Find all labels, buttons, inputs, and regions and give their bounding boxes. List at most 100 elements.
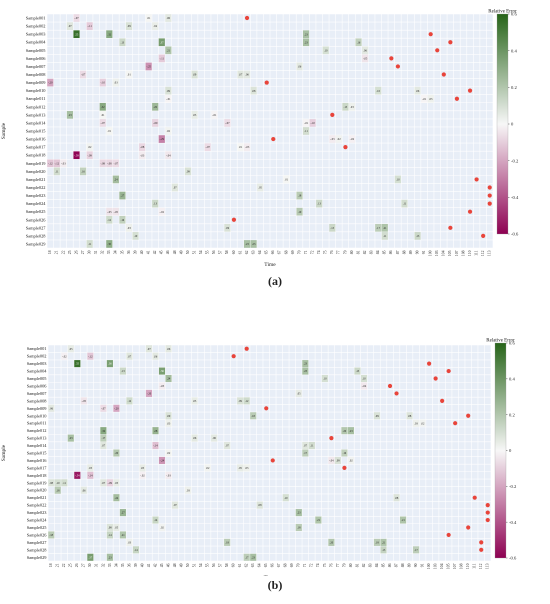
heatmap-a-cell-label: -.07 xyxy=(114,162,119,165)
heatmap-b-cell xyxy=(295,509,302,517)
heatmap-b-x-tick: 107 xyxy=(453,563,457,569)
heatmap-a-cell xyxy=(362,54,369,63)
heatmap-a-row-label: Sample001 xyxy=(26,16,46,21)
heatmap-b-outlier-marker xyxy=(453,421,458,426)
heatmap-b-cell xyxy=(48,531,55,539)
heatmap-b-cell-label: .02 xyxy=(167,452,171,455)
heatmap-a-cell xyxy=(106,30,113,39)
heatmap-a-cell xyxy=(165,127,172,135)
heatmap-b-cell xyxy=(113,523,120,532)
heatmap-a-cell-label: -.29 xyxy=(160,138,165,141)
heatmap-a-outlier-marker xyxy=(448,40,453,45)
heatmap-a-row-label: Sample011 xyxy=(26,96,46,101)
heatmap-b-cell xyxy=(87,464,94,472)
heatmap-a-cell-label: .13 xyxy=(153,203,157,206)
heatmap-a-cell xyxy=(112,78,119,87)
heatmap-b-cell-label: .07 xyxy=(225,445,229,448)
heatmap-b-x-tick: 72 xyxy=(310,563,314,567)
heatmap-a-row-label: Sample002 xyxy=(26,24,46,29)
heatmap-a-cell xyxy=(243,143,251,151)
heatmap-b-cell xyxy=(393,494,400,502)
heatmap-b-cell-label: .27 xyxy=(121,512,125,515)
heatmap-a-outlier-marker xyxy=(395,64,400,69)
heatmap-b-colorbar-tick-label: 0 xyxy=(509,448,512,453)
heatmap-a-row-label: Sample022 xyxy=(26,185,46,190)
heatmap-a-x-tick: 45 xyxy=(160,250,164,254)
heatmap-b-x-tick: 21 xyxy=(56,563,60,567)
heatmap-b-row-label: Sample026 xyxy=(27,532,48,537)
heatmap-b-cell xyxy=(341,449,348,457)
heatmap-b-cell-label: .07 xyxy=(102,482,106,485)
heatmap-b-row-label: Sample014 xyxy=(27,443,48,448)
heatmap-b-cell xyxy=(185,486,192,494)
heatmap-a-outlier-marker xyxy=(487,185,492,190)
heatmap-a-cell-label: .30 xyxy=(108,243,112,246)
heatmap-b-cell-label: .02 xyxy=(349,460,353,463)
heatmap-a-cell xyxy=(427,94,434,103)
heatmap-a-cell-label: .13 xyxy=(331,227,335,230)
heatmap-b-cell xyxy=(158,382,166,390)
heatmap-b-cell xyxy=(152,427,159,435)
heatmap-a-x-tick: 113 xyxy=(488,250,492,256)
heatmap-b-cell-label: .18 xyxy=(375,541,379,544)
heatmap-b-x-tick: 27 xyxy=(82,563,86,567)
heatmap-a-x-tick: 100 xyxy=(429,250,433,256)
heatmap-a-cell-label: .12 xyxy=(108,219,112,222)
heatmap-a-cell xyxy=(86,240,93,248)
heatmap-a-cell-label: .23 xyxy=(252,243,256,246)
heatmap-a-cell-label: .09 xyxy=(226,227,230,230)
heatmap-a-row-label: Sample007 xyxy=(26,64,47,69)
heatmap-a-row-label: Sample008 xyxy=(26,72,47,77)
heatmap-a-x-tick: 56 xyxy=(212,250,216,254)
heatmap-a-cell xyxy=(381,223,388,232)
heatmap-a-cell-label: -.09 xyxy=(153,122,158,125)
heatmap-b-cell-label: .07 xyxy=(102,445,106,448)
heatmap-a-cell xyxy=(53,159,60,168)
heatmap-b-cell xyxy=(100,479,107,487)
heatmap-a-cell-label: .21 xyxy=(167,49,171,52)
heatmap-a-cell-label: .16 xyxy=(81,170,85,173)
heatmap-a-row-label: Sample016 xyxy=(26,137,47,142)
heatmap-a-cell-label: -.11 xyxy=(160,57,165,60)
heatmap-b-cell-label: -.20 xyxy=(114,407,119,410)
heatmap-b-x-tick: 18 xyxy=(49,563,53,567)
heatmap-b-cell-label: .10 xyxy=(284,497,288,500)
heatmap-a-cell xyxy=(191,111,198,119)
heatmap-a-cell xyxy=(184,167,192,176)
heatmap-a-cell-label: -.07 xyxy=(74,17,79,20)
heatmap-a-cell xyxy=(119,38,126,47)
heatmap-a-cell-label: -.20 xyxy=(48,82,53,85)
heatmap-b-cell xyxy=(380,546,387,554)
heatmap-b-x-tick: 105 xyxy=(447,563,451,569)
heatmap-b-x-tick: 100 xyxy=(427,563,431,569)
heatmap-b-cell xyxy=(419,419,426,427)
heatmap-b-outlier-marker xyxy=(244,346,249,351)
heatmap-a-cell-label: .01 xyxy=(108,130,112,133)
heatmap-b-x-tick: 66 xyxy=(271,563,275,567)
heatmap-b-cell xyxy=(113,494,120,502)
heatmap-b-cell xyxy=(347,456,354,464)
heatmap-a-cell-label: .06 xyxy=(363,49,367,52)
heatmap-a-cell xyxy=(106,240,113,248)
heatmap-b-cell-label: .05 xyxy=(69,348,73,351)
heatmap-b-row-label: Sample028 xyxy=(27,547,48,552)
heatmap-a-x-tick: 103 xyxy=(435,250,439,256)
heatmap-a-cell-label: .07 xyxy=(173,187,177,190)
heatmap-a-cell xyxy=(152,199,159,208)
heatmap-b-x-tick: 90 xyxy=(414,563,418,567)
heatmap-b-x-tick: 50 xyxy=(186,563,190,567)
heatmap-b-cell xyxy=(48,479,55,487)
heatmap-b-x-tick: 56 xyxy=(212,563,216,567)
heatmap-a-cell-label: .10 xyxy=(396,179,400,182)
heatmap-a-row-label: Sample020 xyxy=(26,169,47,174)
heatmap-b-cell-label: .09 xyxy=(167,415,171,418)
heatmap-b-outlier-marker xyxy=(433,376,438,381)
heatmap-b-cell xyxy=(165,374,172,383)
heatmap-a-x-tick: 89 xyxy=(409,250,413,254)
heatmap-a-outlier-marker xyxy=(467,88,473,93)
heatmap-b-cell-label: .08 xyxy=(408,415,412,418)
heatmap-b-x-tick: 81 xyxy=(355,563,359,567)
caption-b: (b) xyxy=(267,578,283,592)
heatmap-b-cell xyxy=(328,456,335,464)
heatmap-a-outlier-marker xyxy=(467,209,473,214)
